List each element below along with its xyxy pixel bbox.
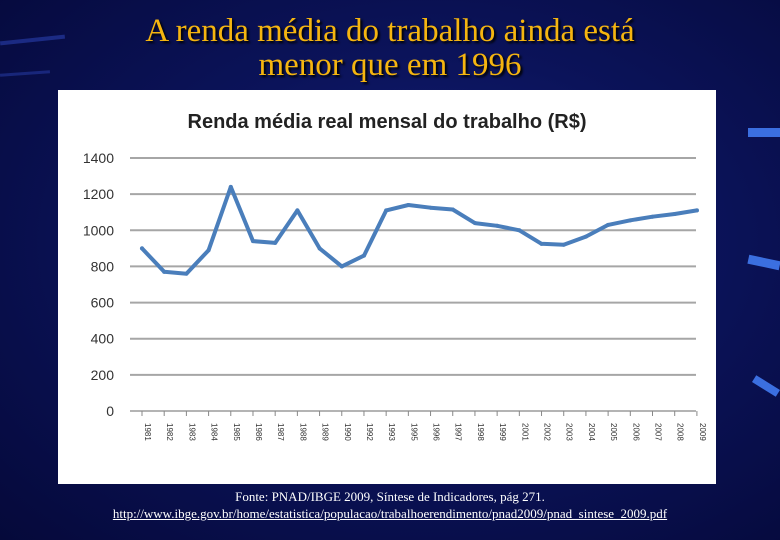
data-point	[650, 214, 655, 219]
decorative-stripe	[747, 254, 780, 271]
x-tick-label: 1996	[432, 423, 441, 441]
x-tick-label: 1998	[476, 423, 485, 441]
x-tick-label: 1989	[321, 423, 330, 441]
data-point	[406, 202, 411, 207]
data-point	[561, 242, 566, 247]
x-tick-label: 1985	[232, 423, 241, 441]
y-tick-label: 800	[91, 258, 115, 274]
x-tick-label: 1987	[276, 423, 285, 441]
slide-title-line-1: A renda média do trabalho ainda está	[145, 13, 635, 49]
x-tick-label: 1990	[343, 423, 352, 441]
x-tick-label: 2002	[543, 423, 552, 441]
data-point	[472, 221, 477, 226]
chart-title: Renda média real mensal do trabalho (R$)	[188, 111, 587, 133]
data-point	[162, 269, 167, 274]
x-tick-label: 1993	[387, 423, 396, 441]
data-point	[339, 264, 344, 269]
gridlines	[130, 157, 696, 412]
data-point	[140, 246, 144, 251]
y-tick-label: 1200	[83, 186, 114, 202]
x-tick-label: 1997	[454, 423, 463, 441]
slide-title: A renda média do trabalho ainda está men…	[0, 14, 780, 82]
x-tick-label: 1986	[254, 423, 263, 441]
x-tick-label: 1988	[298, 423, 307, 441]
y-tick-label: 0	[106, 403, 114, 419]
series-line	[140, 184, 699, 276]
source-text: Fonte: PNAD/IBGE 2009, Síntese de Indica…	[235, 489, 545, 504]
x-tick-label: 2005	[609, 423, 618, 441]
data-point	[539, 241, 544, 246]
data-point	[450, 207, 455, 212]
y-axis-ticks: 0 200 400 600 800 1000 1200 1400	[83, 150, 114, 419]
data-point	[694, 208, 699, 213]
x-tick-label: 1982	[165, 423, 174, 441]
source-link[interactable]: http://www.ibge.gov.br/home/estatistica/…	[112, 506, 668, 521]
series-line-layer	[140, 184, 699, 276]
source-citation: Fonte: PNAD/IBGE 2009, Síntese de Indica…	[0, 488, 780, 522]
data-point	[317, 246, 322, 251]
data-point	[295, 208, 300, 213]
data-point	[428, 205, 433, 210]
data-point	[273, 240, 278, 245]
chart-panel: Renda média real mensal do trabalho (R$)…	[58, 90, 716, 484]
data-point	[517, 228, 522, 233]
x-tick-label: 2003	[565, 423, 574, 441]
data-point	[583, 234, 588, 239]
data-point	[628, 218, 633, 223]
data-point	[250, 239, 255, 244]
data-point	[495, 223, 500, 228]
y-tick-label: 400	[91, 331, 115, 347]
x-tick-label: 1983	[187, 423, 196, 441]
x-tick-label: 1995	[409, 423, 418, 441]
x-tick-label: 2004	[587, 423, 596, 441]
x-tick-label: 2009	[698, 423, 707, 441]
x-tick-label: 1992	[365, 423, 374, 441]
decorative-stripe	[748, 128, 780, 137]
x-axis-ticks: 1981 1982 1983 1984 1985 1986 1987 1988 1989 1990…	[141, 411, 707, 441]
x-tick-label: 1999	[498, 423, 507, 441]
decorative-stripe	[752, 375, 780, 397]
data-point	[206, 248, 211, 253]
y-tick-label: 1000	[83, 222, 114, 238]
slide-title-line-2: menor que em 1996	[258, 47, 522, 83]
x-tick-label: 1984	[210, 423, 219, 441]
x-tick-label: 1981	[143, 423, 152, 441]
y-tick-label: 1400	[83, 150, 114, 166]
data-point	[384, 208, 389, 213]
y-tick-label: 200	[91, 367, 115, 383]
data-point	[184, 271, 189, 276]
x-tick-label: 2001	[520, 423, 529, 441]
y-tick-label: 600	[91, 295, 115, 311]
x-tick-label: 2007	[654, 423, 663, 441]
data-point	[606, 222, 611, 227]
data-point	[228, 184, 233, 189]
x-tick-label: 2006	[631, 423, 640, 441]
line-chart: Renda média real mensal do trabalho (R$)…	[83, 111, 707, 441]
x-tick-label: 2008	[676, 423, 685, 441]
data-point	[672, 212, 677, 217]
data-point	[361, 253, 366, 258]
